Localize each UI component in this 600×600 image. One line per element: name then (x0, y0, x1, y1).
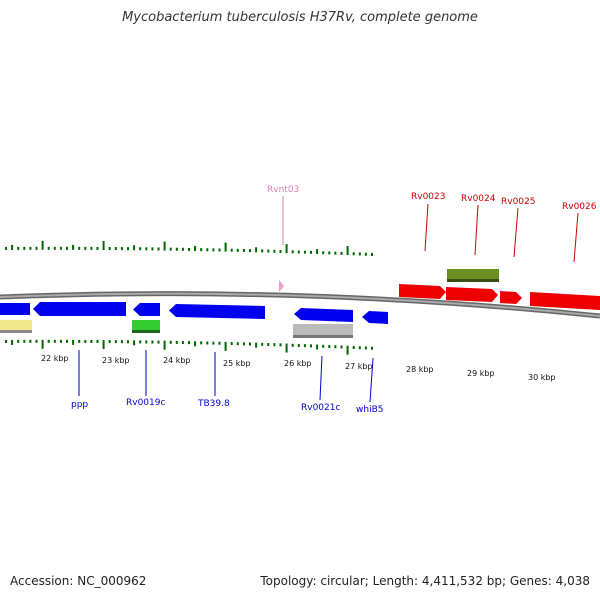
feature-olive[interactable] (447, 269, 499, 282)
feature-gray[interactable] (293, 324, 353, 338)
tick-row-bottom (5, 339, 373, 355)
gene-block-whib5[interactable] (362, 311, 388, 324)
scale-label-29kbp: 29 kbp (467, 369, 495, 378)
gene-label-rv0025[interactable]: Rv0025 (501, 197, 535, 207)
map-title: Mycobacterium tuberculosis H37Rv, comple… (122, 10, 478, 25)
gene-label-rv0019c[interactable]: Rv0019c (126, 398, 165, 408)
scale-label-27kbp: 27 kbp (345, 362, 373, 371)
gene-block-ppp[interactable] (33, 302, 126, 316)
gene-label-rv0024[interactable]: Rv0024 (461, 194, 496, 204)
gene-label-tb39-8[interactable]: TB39.8 (197, 399, 230, 409)
gene-block-rv0025[interactable] (500, 291, 522, 304)
genome-summary-text: Topology: circular; Length: 4,411,532 bp… (260, 574, 590, 588)
gene-block-tb39-8[interactable] (169, 304, 265, 319)
scale-label-28kbp: 28 kbp (406, 365, 434, 374)
gene-label-rv0021c[interactable]: Rv0021c (301, 403, 340, 413)
feature-green[interactable] (132, 320, 160, 333)
gene-block-left-edge[interactable] (0, 303, 30, 315)
scale-label-24kbp: 24 kbp (163, 356, 191, 365)
gene-label-whib5[interactable]: whiB5 (356, 405, 383, 415)
gene-block-rv0021c[interactable] (294, 308, 353, 322)
gene-label-rv0023[interactable]: Rv0023 (411, 192, 445, 202)
gene-label-rvnt03[interactable]: Rvnt03 (267, 185, 299, 195)
gene-block-rv0026[interactable] (530, 292, 600, 310)
scale-label-26kbp: 26 kbp (284, 359, 312, 368)
scale-label-30kbp: 30 kbp (528, 373, 556, 382)
gene-label-ppp[interactable]: ppp (71, 400, 88, 410)
accession-text: Accession: NC_000962 (10, 574, 147, 588)
gene-block-rv0024[interactable] (446, 287, 498, 302)
feature-pink-rvnt03[interactable] (279, 280, 284, 292)
feature-yellow[interactable] (0, 320, 32, 333)
tick-row-top (5, 240, 373, 256)
scale-label-23kbp: 23 kbp (102, 356, 130, 365)
gene-block-rv0019c[interactable] (133, 303, 160, 316)
scale-label-22kbp: 22 kbp (41, 354, 69, 363)
gene-block-rv0023[interactable] (399, 284, 446, 299)
scale-label-25kbp: 25 kbp (223, 359, 251, 368)
gene-label-rv0026[interactable]: Rv0026 (562, 202, 597, 212)
